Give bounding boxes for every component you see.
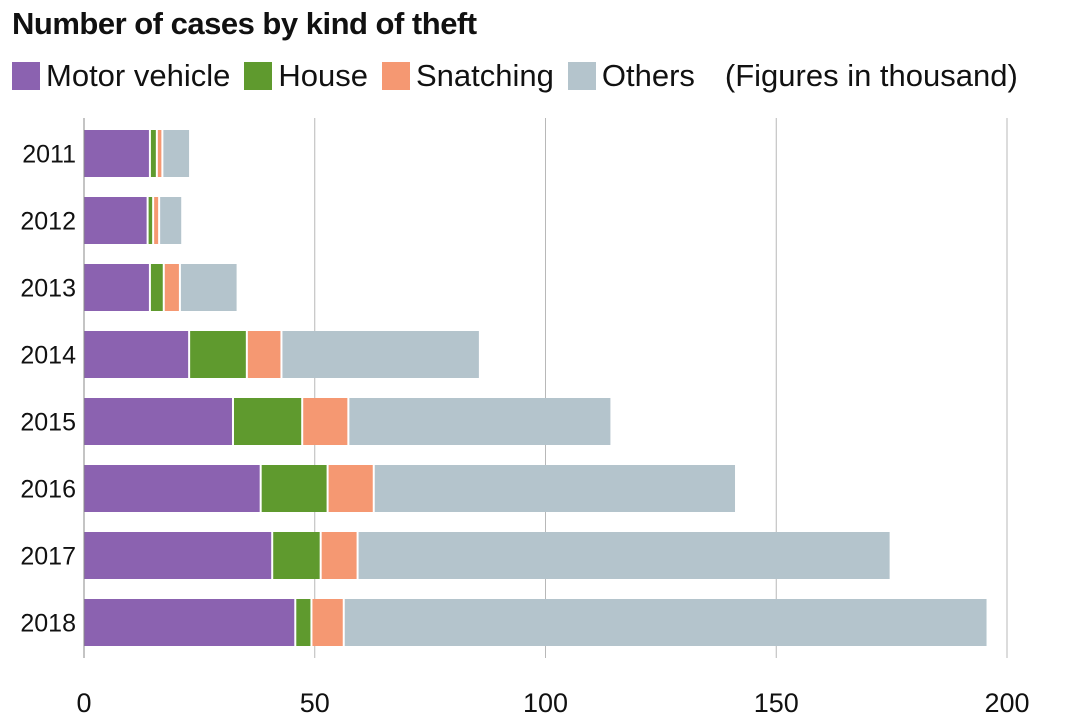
y-tick-label-2017: 2017 <box>20 543 76 571</box>
chart-legend: Motor vehicle House Snatching Others (Fi… <box>12 56 1018 96</box>
bar-2017-house <box>273 532 320 579</box>
bar-2017-snatching <box>321 532 357 579</box>
bar-2011-others <box>163 130 190 177</box>
bar-2013-snatching <box>164 264 179 311</box>
y-tick-label-2013: 2013 <box>20 275 76 303</box>
x-tick-label-100: 100 <box>523 688 568 718</box>
y-tick-label-2011: 2011 <box>22 141 76 169</box>
bar-2017-others <box>358 532 890 579</box>
y-tick-label-2014: 2014 <box>20 342 76 370</box>
bar-2018-house <box>296 599 311 646</box>
legend-swatch-motor-vehicle <box>12 62 40 90</box>
legend-label-house: House <box>278 58 368 93</box>
bar-2014-motor-vehicle <box>84 331 189 378</box>
bar-2011-motor-vehicle <box>84 130 149 177</box>
y-tick-label-2012: 2012 <box>20 208 76 236</box>
legend-label-motor-vehicle: Motor vehicle <box>46 58 231 93</box>
bar-2014-snatching <box>247 331 281 378</box>
bar-2018-snatching <box>312 599 343 646</box>
bar-2016-motor-vehicle <box>84 465 260 512</box>
bar-2015-house <box>233 398 302 445</box>
bar-2012-others <box>160 197 182 244</box>
y-tick-label-2018: 2018 <box>20 610 76 638</box>
bar-2011-house <box>150 130 156 177</box>
bar-2011-snatching <box>157 130 162 177</box>
bar-2015-motor-vehicle <box>84 398 232 445</box>
y-tick-label-2016: 2016 <box>20 476 76 504</box>
x-tick-label-150: 150 <box>754 688 799 718</box>
units-note: (Figures in thousand) <box>724 58 1018 93</box>
legend-item-motor-vehicle: Motor vehicle <box>12 58 230 94</box>
legend-item-house: House <box>244 58 368 94</box>
bar-2018-motor-vehicle <box>84 599 295 646</box>
bar-2016-others <box>374 465 736 512</box>
x-tick-label-200: 200 <box>984 688 1029 718</box>
y-tick-label-2015: 2015 <box>20 409 76 437</box>
bar-2014-others <box>282 331 479 378</box>
bar-2017-motor-vehicle <box>84 532 272 579</box>
legend-swatch-others <box>567 62 596 90</box>
bar-2016-snatching <box>328 465 373 512</box>
bar-2013-others <box>180 264 237 311</box>
bar-2012-house <box>148 197 153 244</box>
legend-label-others: Others <box>601 58 695 93</box>
bar-2012-snatching <box>154 197 159 244</box>
bar-2013-motor-vehicle <box>84 264 149 311</box>
legend-label-snatching: Snatching <box>415 58 554 93</box>
bar-2014-house <box>190 331 246 378</box>
x-tick-label-50: 50 <box>300 688 330 718</box>
legend-item-snatching: Snatching <box>381 58 554 94</box>
legend-item-others: Others <box>567 58 695 94</box>
bar-2016-house <box>261 465 327 512</box>
bar-2013-house <box>150 264 163 311</box>
chart-title: Number of cases by kind of theft <box>12 6 477 41</box>
bar-2012-motor-vehicle <box>84 197 147 244</box>
legend-swatch-house <box>244 62 273 90</box>
legend-swatch-snatching <box>381 62 410 90</box>
bar-2018-others <box>344 599 987 646</box>
bar-2015-snatching <box>303 398 348 445</box>
bar-2015-others <box>349 398 611 445</box>
x-tick-label-0: 0 <box>76 688 91 718</box>
